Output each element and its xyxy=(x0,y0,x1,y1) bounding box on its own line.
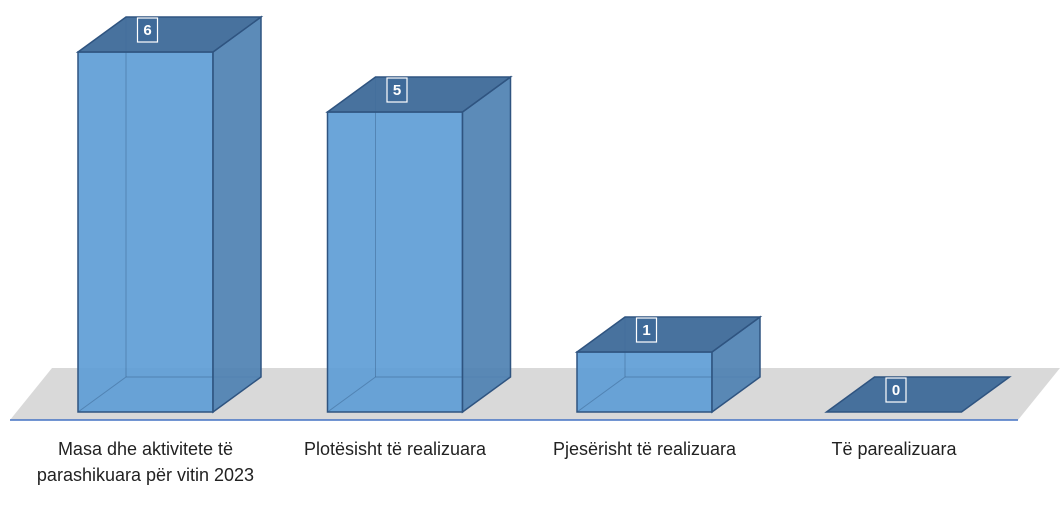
bar-front xyxy=(77,51,214,413)
floor xyxy=(10,368,1060,420)
value-label: 0 xyxy=(892,382,900,399)
bar-top xyxy=(574,316,763,353)
bar-inner-edge xyxy=(576,376,626,413)
category-label: Pjesërisht të realizuara xyxy=(552,439,737,459)
value-label: 1 xyxy=(642,322,650,339)
bar-side xyxy=(212,15,262,414)
category-label: Plotësisht të realizuara xyxy=(303,439,487,459)
value-label-box xyxy=(885,377,907,403)
bar-inner-edge xyxy=(327,376,376,413)
bar-side xyxy=(461,75,512,414)
bar-top xyxy=(325,76,513,113)
bar-inner-edge xyxy=(77,376,127,413)
bar-top xyxy=(824,376,1012,413)
category-label: Të parealizuara xyxy=(831,439,957,459)
bar-front xyxy=(326,111,464,413)
value-label: 6 xyxy=(143,22,151,39)
value-label-box xyxy=(136,17,159,43)
value-label: 5 xyxy=(393,82,401,99)
bar-top xyxy=(75,16,264,53)
value-label-box xyxy=(635,317,658,343)
category-label: Masa dhe aktivitete të parashikuara për … xyxy=(36,439,255,485)
value-label-box xyxy=(386,77,408,103)
bar-front xyxy=(576,351,713,413)
